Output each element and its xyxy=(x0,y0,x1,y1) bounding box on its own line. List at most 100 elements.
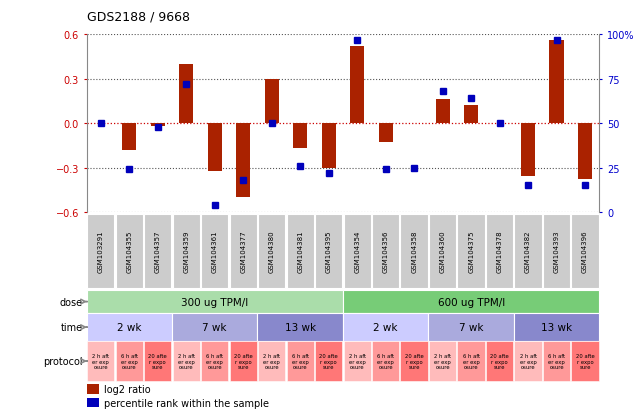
FancyBboxPatch shape xyxy=(172,214,200,289)
Text: 20 afte
r expo
sure: 20 afte r expo sure xyxy=(319,353,338,370)
Text: 20 afte
r expo
sure: 20 afte r expo sure xyxy=(576,353,594,370)
FancyBboxPatch shape xyxy=(87,214,115,289)
FancyBboxPatch shape xyxy=(543,214,570,289)
FancyBboxPatch shape xyxy=(201,214,228,289)
Text: GSM104381: GSM104381 xyxy=(297,230,303,273)
Text: GSM104357: GSM104357 xyxy=(154,230,161,273)
FancyBboxPatch shape xyxy=(543,341,570,381)
Text: 13 wk: 13 wk xyxy=(541,323,572,332)
FancyBboxPatch shape xyxy=(258,313,343,341)
Bar xyxy=(549,41,563,124)
FancyBboxPatch shape xyxy=(514,313,599,341)
Text: 6 h aft
er exp
osure: 6 h aft er exp osure xyxy=(206,353,223,370)
FancyBboxPatch shape xyxy=(515,341,542,381)
Text: 2 wk: 2 wk xyxy=(374,323,398,332)
FancyBboxPatch shape xyxy=(315,214,342,289)
Text: percentile rank within the sample: percentile rank within the sample xyxy=(104,398,269,408)
Bar xyxy=(322,124,336,168)
FancyBboxPatch shape xyxy=(115,214,143,289)
Text: GSM104354: GSM104354 xyxy=(354,230,360,273)
Text: GSM104396: GSM104396 xyxy=(582,230,588,273)
FancyBboxPatch shape xyxy=(343,290,599,313)
FancyBboxPatch shape xyxy=(428,313,514,341)
Text: 7 wk: 7 wk xyxy=(459,323,483,332)
FancyBboxPatch shape xyxy=(258,341,285,381)
Bar xyxy=(265,79,279,124)
FancyBboxPatch shape xyxy=(229,214,257,289)
Bar xyxy=(87,398,99,408)
Text: 2 h aft
er exp
osure: 2 h aft er exp osure xyxy=(178,353,195,370)
Bar xyxy=(435,100,450,124)
Text: 600 ug TPM/l: 600 ug TPM/l xyxy=(438,297,504,307)
FancyBboxPatch shape xyxy=(87,341,115,381)
Text: 20 afte
r expo
sure: 20 afte r expo sure xyxy=(490,353,509,370)
FancyBboxPatch shape xyxy=(458,341,485,381)
Text: GSM104355: GSM104355 xyxy=(126,230,132,273)
Text: 6 h aft
er exp
osure: 6 h aft er exp osure xyxy=(377,353,394,370)
Text: 2 h aft
er exp
osure: 2 h aft er exp osure xyxy=(520,353,537,370)
Bar xyxy=(151,124,165,127)
FancyBboxPatch shape xyxy=(571,214,599,289)
Text: GDS2188 / 9668: GDS2188 / 9668 xyxy=(87,10,190,23)
FancyBboxPatch shape xyxy=(87,313,172,341)
Bar xyxy=(578,124,592,180)
Text: GSM104378: GSM104378 xyxy=(497,230,503,273)
Text: GSM103291: GSM103291 xyxy=(98,230,104,273)
Text: time: time xyxy=(61,323,83,332)
Text: protocol: protocol xyxy=(44,356,83,366)
Text: dose: dose xyxy=(60,297,83,307)
Text: 7 wk: 7 wk xyxy=(203,323,227,332)
Text: 20 afte
r expo
sure: 20 afte r expo sure xyxy=(234,353,253,370)
Text: GSM104359: GSM104359 xyxy=(183,230,189,273)
Bar xyxy=(236,124,251,198)
FancyBboxPatch shape xyxy=(429,214,456,289)
FancyBboxPatch shape xyxy=(571,341,599,381)
FancyBboxPatch shape xyxy=(486,341,513,381)
FancyBboxPatch shape xyxy=(344,214,371,289)
Text: GSM104395: GSM104395 xyxy=(326,230,331,273)
Text: GSM104393: GSM104393 xyxy=(554,230,560,273)
FancyBboxPatch shape xyxy=(372,341,399,381)
Text: GSM104360: GSM104360 xyxy=(440,230,445,273)
Bar xyxy=(350,47,364,124)
Text: 20 afte
r expo
sure: 20 afte r expo sure xyxy=(404,353,424,370)
FancyBboxPatch shape xyxy=(258,214,285,289)
FancyBboxPatch shape xyxy=(401,341,428,381)
FancyBboxPatch shape xyxy=(172,313,258,341)
Text: GSM104361: GSM104361 xyxy=(212,230,218,273)
FancyBboxPatch shape xyxy=(429,341,456,381)
Bar xyxy=(521,124,535,177)
Text: 6 h aft
er exp
osure: 6 h aft er exp osure xyxy=(121,353,138,370)
FancyBboxPatch shape xyxy=(315,341,342,381)
Bar xyxy=(464,106,478,124)
FancyBboxPatch shape xyxy=(458,214,485,289)
Text: 2 h aft
er exp
osure: 2 h aft er exp osure xyxy=(349,353,366,370)
FancyBboxPatch shape xyxy=(115,341,143,381)
Text: log2 ratio: log2 ratio xyxy=(104,384,151,394)
Bar xyxy=(122,124,137,150)
FancyBboxPatch shape xyxy=(401,214,428,289)
Bar xyxy=(379,124,393,143)
Bar xyxy=(293,124,307,149)
FancyBboxPatch shape xyxy=(486,214,513,289)
Text: 2 h aft
er exp
osure: 2 h aft er exp osure xyxy=(434,353,451,370)
FancyBboxPatch shape xyxy=(201,341,228,381)
Text: 2 h aft
er exp
osure: 2 h aft er exp osure xyxy=(92,353,110,370)
Text: 6 h aft
er exp
osure: 6 h aft er exp osure xyxy=(463,353,479,370)
FancyBboxPatch shape xyxy=(144,341,171,381)
Text: 20 afte
r expo
sure: 20 afte r expo sure xyxy=(148,353,167,370)
Bar xyxy=(208,124,222,171)
FancyBboxPatch shape xyxy=(344,341,371,381)
Text: 6 h aft
er exp
osure: 6 h aft er exp osure xyxy=(292,353,309,370)
Text: GSM104382: GSM104382 xyxy=(525,230,531,273)
Text: 300 ug TPM/l: 300 ug TPM/l xyxy=(181,297,248,307)
FancyBboxPatch shape xyxy=(144,214,171,289)
Bar xyxy=(179,65,194,124)
Text: 2 h aft
er exp
osure: 2 h aft er exp osure xyxy=(263,353,280,370)
Text: GSM104358: GSM104358 xyxy=(411,230,417,273)
Text: 6 h aft
er exp
osure: 6 h aft er exp osure xyxy=(548,353,565,370)
Text: GSM104375: GSM104375 xyxy=(468,230,474,273)
Text: GSM104356: GSM104356 xyxy=(383,230,388,273)
FancyBboxPatch shape xyxy=(515,214,542,289)
Text: GSM104380: GSM104380 xyxy=(269,230,275,273)
